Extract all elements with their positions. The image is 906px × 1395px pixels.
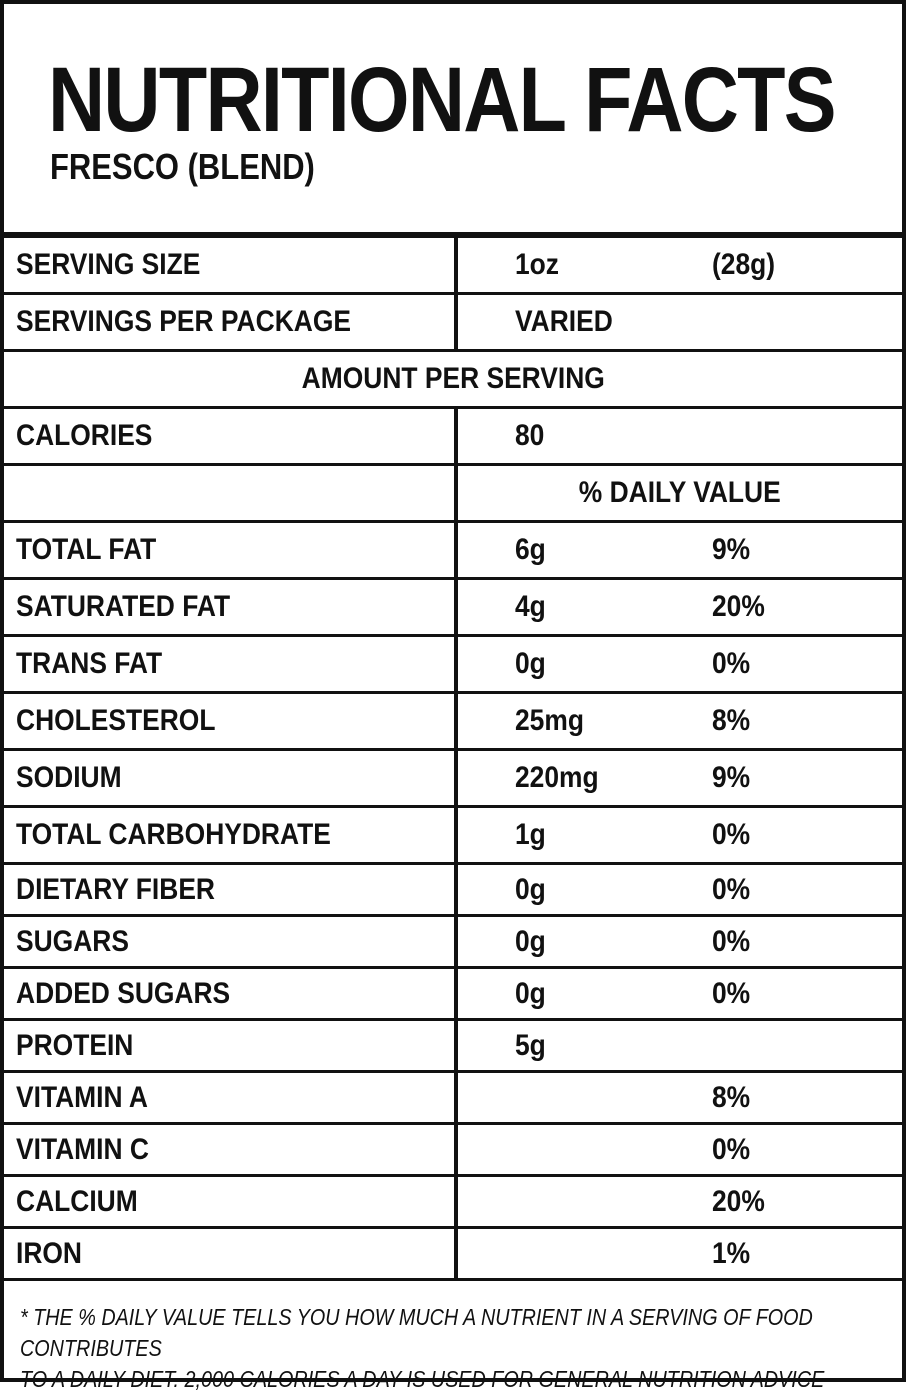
daily-value-header-row: % DAILY VALUE: [4, 466, 902, 523]
amount-per-serving-row: AMOUNT PER SERVING: [4, 352, 902, 409]
nutrient-daily-value: 9%: [712, 761, 751, 794]
column-divider: [454, 694, 458, 748]
nutrient-name: TOTAL CARBOHYDRATE: [16, 818, 331, 851]
column-divider: [454, 295, 458, 349]
column-divider: [454, 1021, 458, 1070]
nutrient-row: TRANS FAT 0g 0%: [4, 637, 902, 694]
column-divider: [454, 865, 458, 914]
serving-size-row: SERVING SIZE 1oz (28g): [4, 238, 902, 295]
column-divider: [454, 917, 458, 966]
nutrient-amount: 0g: [515, 647, 546, 680]
servings-per-package-label: SERVINGS PER PACKAGE: [16, 305, 351, 338]
nutrient-amount: 1g: [515, 818, 546, 851]
nutrient-amount: 220mg: [515, 761, 599, 794]
amount-per-serving-heading: AMOUNT PER SERVING: [301, 362, 605, 395]
calories-label: CALORIES: [16, 419, 153, 452]
nutrient-row: PROTEIN 5g: [4, 1021, 902, 1073]
nutrient-daily-value: 0%: [712, 872, 751, 906]
footnote-line-2: TO A DAILY DIET. 2,000 CALORIES A DAY IS…: [20, 1366, 825, 1392]
nutrient-daily-value: 8%: [712, 704, 751, 737]
nutrient-name: SUGARS: [16, 924, 129, 958]
nutrient-row: SODIUM 220mg 9%: [4, 751, 902, 808]
nutrient-row: SATURATED FAT 4g 20%: [4, 580, 902, 637]
column-divider: [454, 466, 458, 520]
column-divider: [454, 523, 458, 577]
nutrient-daily-value: 0%: [712, 1132, 751, 1166]
nutrient-daily-value: 0%: [712, 647, 751, 680]
nutrient-daily-value: 8%: [712, 1080, 751, 1114]
nutrient-row: IRON 1%: [4, 1229, 902, 1281]
product-name: FRESCO (BLEND): [50, 146, 315, 187]
nutrient-amount: 6g: [515, 533, 546, 566]
column-divider: [454, 238, 458, 292]
label-header: NUTRITIONAL FACTS FRESCO (BLEND): [4, 4, 902, 238]
nutrient-name: DIETARY FIBER: [16, 872, 216, 906]
nutrient-name: SATURATED FAT: [16, 590, 231, 623]
nutrient-row: SUGARS 0g 0%: [4, 917, 902, 969]
nutrient-amount: 0g: [515, 976, 546, 1010]
daily-value-heading: % DAILY VALUE: [579, 476, 781, 509]
servings-per-package-row: SERVINGS PER PACKAGE VARIED: [4, 295, 902, 352]
nutrient-daily-value: 0%: [712, 924, 751, 958]
serving-size-value: 1oz: [515, 248, 560, 281]
nutrient-row: ADDED SUGARS 0g 0%: [4, 969, 902, 1021]
nutrient-row: TOTAL CARBOHYDRATE 1g 0%: [4, 808, 902, 865]
nutrient-name: SODIUM: [16, 761, 122, 794]
nutrient-amount: 0g: [515, 924, 546, 958]
calories-row: CALORIES 80: [4, 409, 902, 466]
nutrient-row: VITAMIN A 8%: [4, 1073, 902, 1125]
nutrient-daily-value: 0%: [712, 818, 751, 851]
label-title: NUTRITIONAL FACTS: [48, 49, 837, 151]
nutrient-name: PROTEIN: [16, 1028, 134, 1062]
column-divider: [454, 580, 458, 634]
calories-value: 80: [515, 419, 545, 452]
nutrient-daily-value: 9%: [712, 533, 751, 566]
nutrient-name: IRON: [16, 1236, 82, 1270]
nutrient-rows: TOTAL FAT 6g 9% SATURATED FAT 4g 20% TRANS FAT…: [4, 523, 902, 1281]
column-divider: [454, 1125, 458, 1174]
nutrient-name: CALCIUM: [16, 1184, 138, 1218]
footnote: * THE % DAILY VALUE TELLS YOU HOW MUCH A…: [20, 1302, 880, 1395]
nutrient-amount: 4g: [515, 590, 546, 623]
nutrient-name: VITAMIN A: [16, 1080, 148, 1114]
nutrient-daily-value: 20%: [712, 1184, 765, 1218]
column-divider: [454, 1229, 458, 1278]
column-divider: [454, 1073, 458, 1122]
column-divider: [454, 637, 458, 691]
serving-size-label: SERVING SIZE: [16, 248, 201, 281]
nutrient-name: ADDED SUGARS: [16, 976, 231, 1010]
nutrient-daily-value: 0%: [712, 976, 751, 1010]
column-divider: [454, 1177, 458, 1226]
footnote-line-1: * THE % DAILY VALUE TELLS YOU HOW MUCH A…: [20, 1304, 813, 1361]
nutrient-amount: 0g: [515, 872, 546, 906]
serving-size-grams: (28g): [712, 248, 776, 281]
nutrient-daily-value: 20%: [712, 590, 765, 623]
column-divider: [454, 808, 458, 862]
nutrition-table: SERVING SIZE 1oz (28g) SERVINGS PER PACK…: [4, 238, 902, 1281]
column-divider: [454, 751, 458, 805]
nutrient-name: TRANS FAT: [16, 647, 163, 680]
column-divider: [454, 969, 458, 1018]
nutrient-row: DIETARY FIBER 0g 0%: [4, 865, 902, 917]
servings-per-package-value: VARIED: [515, 305, 613, 338]
nutrient-row: CALCIUM 20%: [4, 1177, 902, 1229]
nutrient-name: CHOLESTEROL: [16, 704, 216, 737]
nutrient-row: CHOLESTEROL 25mg 8%: [4, 694, 902, 751]
nutrient-row: TOTAL FAT 6g 9%: [4, 523, 902, 580]
nutrient-daily-value: 1%: [712, 1236, 751, 1270]
nutrient-amount: 25mg: [515, 704, 584, 737]
nutrient-row: VITAMIN C 0%: [4, 1125, 902, 1177]
nutrient-name: VITAMIN C: [16, 1132, 149, 1166]
column-divider: [454, 409, 458, 463]
nutrient-name: TOTAL FAT: [16, 533, 157, 566]
nutrient-amount: 5g: [515, 1028, 546, 1062]
